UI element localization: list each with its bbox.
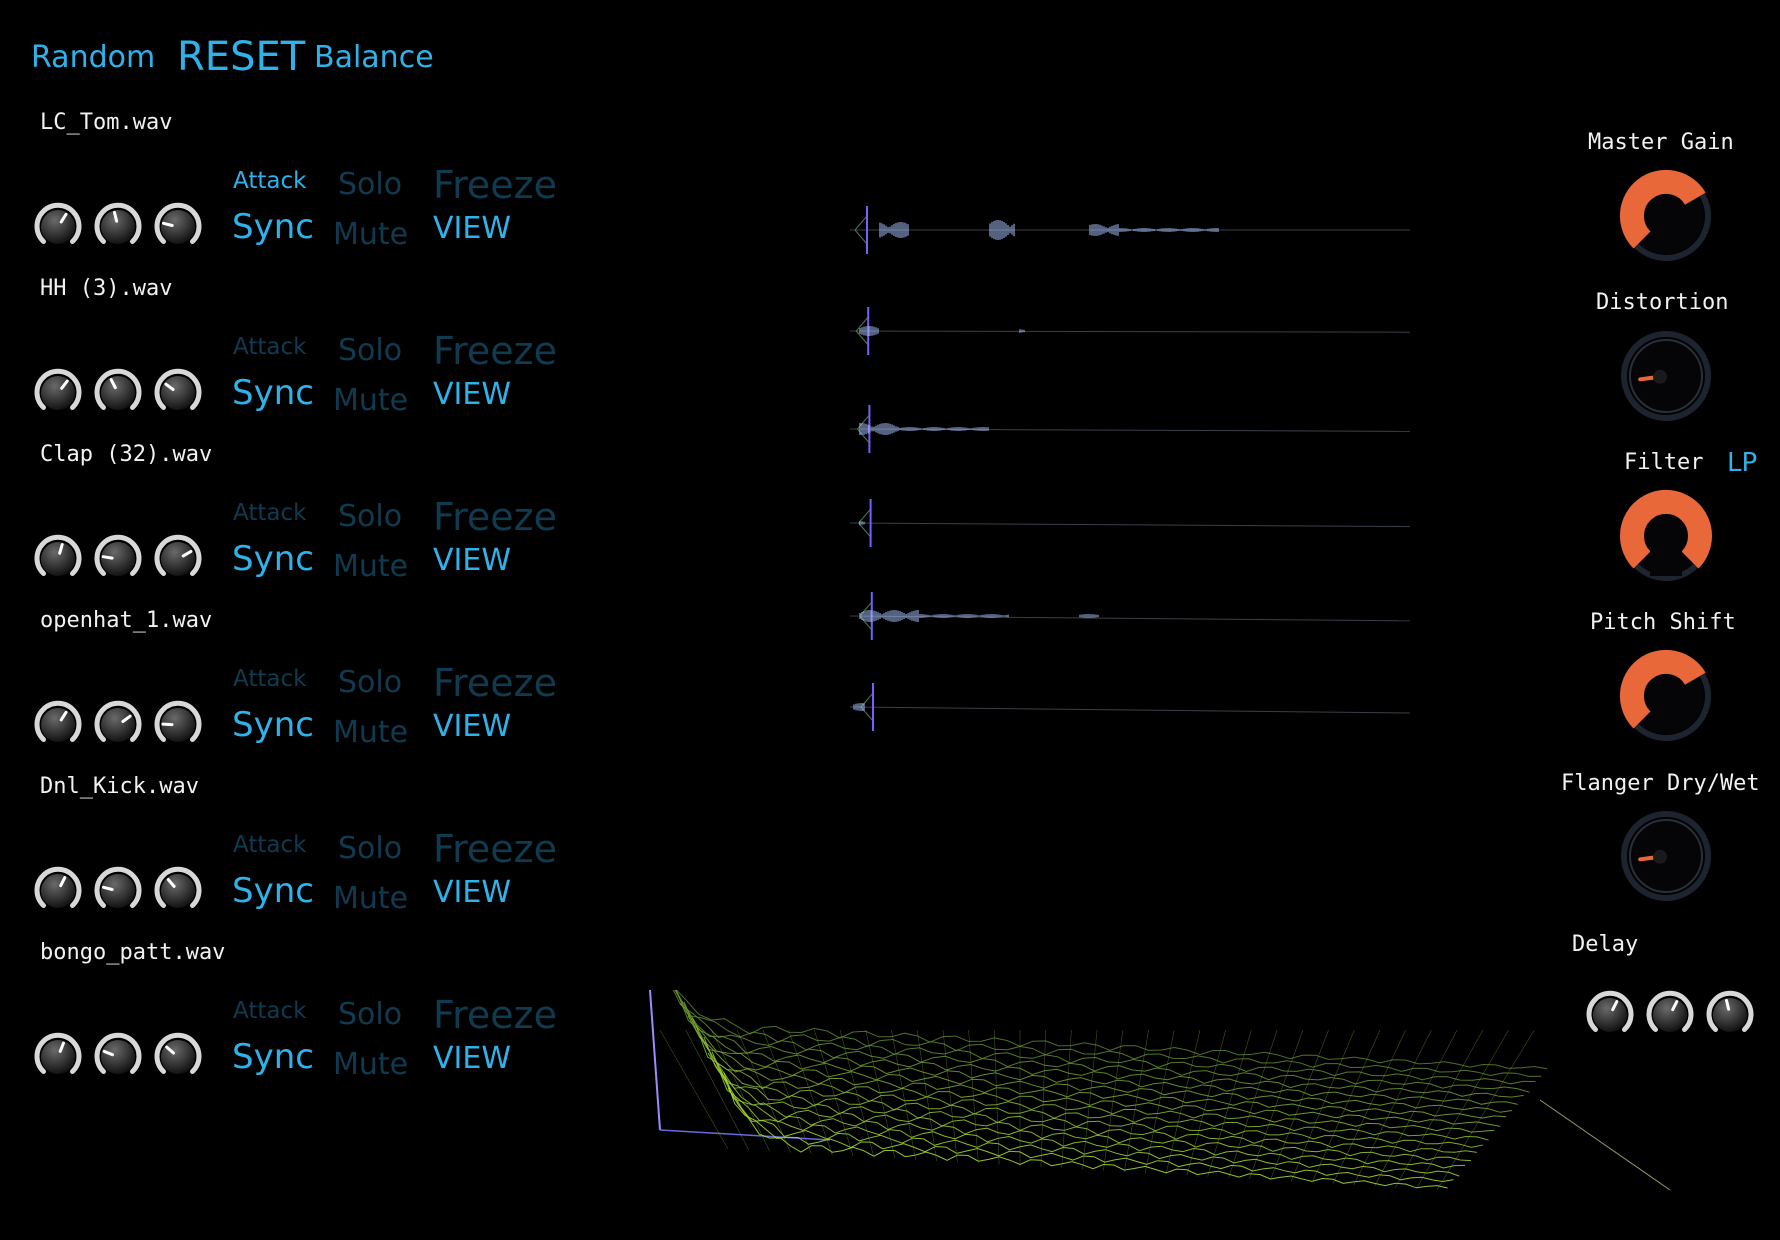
waveform-track	[849, 499, 1411, 547]
flanger-label: Flanger Dry/Wet	[1561, 771, 1760, 796]
attack-button[interactable]: Attack	[233, 998, 307, 1024]
track-filename: bongo_patt.wav	[40, 940, 226, 965]
track-knob-6-3[interactable]	[151, 1030, 205, 1084]
attack-button[interactable]: Attack	[233, 168, 307, 194]
filter-mode-button[interactable]: LP	[1727, 448, 1758, 478]
waveform-track	[849, 592, 1411, 640]
master-gain-knob[interactable]	[1618, 168, 1714, 264]
balance-button[interactable]: Balance	[314, 40, 434, 75]
solo-button[interactable]: Solo	[338, 831, 403, 866]
solo-button[interactable]: Solo	[338, 665, 403, 700]
track-knob-4-2[interactable]	[91, 698, 145, 752]
track-filename: HH (3).wav	[40, 276, 173, 301]
freeze-button[interactable]: Freeze	[433, 329, 557, 373]
attack-button[interactable]: Attack	[233, 832, 307, 858]
spectrum-display	[649, 990, 1671, 1191]
delay-knob-1[interactable]	[1583, 988, 1637, 1042]
view-button[interactable]: VIEW	[433, 875, 511, 910]
reset-button[interactable]: RESET	[177, 34, 306, 80]
track-filename: Clap (32).wav	[40, 442, 213, 467]
attack-button[interactable]: Attack	[233, 666, 307, 692]
sync-button[interactable]: Sync	[232, 1037, 314, 1077]
track-knob-5-3[interactable]	[151, 864, 205, 918]
track-knob-3-3[interactable]	[151, 532, 205, 586]
sync-button[interactable]: Sync	[232, 871, 314, 911]
delay-label: Delay	[1572, 932, 1639, 957]
delay-knob-2[interactable]	[1643, 988, 1697, 1042]
track-knob-1-2[interactable]	[91, 200, 145, 254]
track-knob-5-2[interactable]	[91, 864, 145, 918]
solo-button[interactable]: Solo	[338, 499, 403, 534]
waveform-track	[850, 206, 1410, 254]
view-button[interactable]: VIEW	[433, 211, 511, 246]
sync-button[interactable]: Sync	[232, 207, 314, 247]
solo-button[interactable]: Solo	[338, 997, 403, 1032]
mute-button[interactable]: Mute	[333, 217, 409, 252]
freeze-button[interactable]: Freeze	[433, 827, 557, 871]
waveform-track	[849, 307, 1411, 355]
track-knob-2-1[interactable]	[31, 366, 85, 420]
track-knob-4-3[interactable]	[151, 698, 205, 752]
waveform-display	[849, 206, 1411, 731]
sync-button[interactable]: Sync	[232, 705, 314, 745]
mute-button[interactable]: Mute	[333, 715, 409, 750]
mute-button[interactable]: Mute	[333, 549, 409, 584]
freeze-button[interactable]: Freeze	[433, 661, 557, 705]
track-knob-1-3[interactable]	[151, 200, 205, 254]
mute-button[interactable]: Mute	[333, 881, 409, 916]
sync-button[interactable]: Sync	[232, 539, 314, 579]
track-knob-4-1[interactable]	[31, 698, 85, 752]
track-knob-1-1[interactable]	[31, 200, 85, 254]
pitch-shift-knob[interactable]	[1618, 648, 1714, 744]
sync-button[interactable]: Sync	[232, 373, 314, 413]
distortion-label: Distortion	[1596, 290, 1729, 315]
track-filename: openhat_1.wav	[40, 608, 213, 633]
freeze-button[interactable]: Freeze	[433, 163, 557, 207]
view-button[interactable]: VIEW	[433, 709, 511, 744]
track-knob-3-2[interactable]	[91, 532, 145, 586]
mute-button[interactable]: Mute	[333, 1047, 409, 1082]
master-gain-label: Master Gain	[1588, 130, 1734, 155]
attack-button[interactable]: Attack	[233, 334, 307, 360]
waveform-track	[849, 683, 1411, 731]
flanger-knob[interactable]	[1618, 808, 1714, 904]
pitch-shift-label: Pitch Shift	[1590, 610, 1736, 635]
mute-button[interactable]: Mute	[333, 383, 409, 418]
solo-button[interactable]: Solo	[338, 333, 403, 368]
track-knob-6-1[interactable]	[31, 1030, 85, 1084]
track-knob-2-3[interactable]	[151, 366, 205, 420]
track-knob-5-1[interactable]	[31, 864, 85, 918]
freeze-button[interactable]: Freeze	[433, 993, 557, 1037]
view-button[interactable]: VIEW	[433, 1041, 511, 1076]
waveform-track	[849, 405, 1411, 453]
track-filename: Dnl_Kick.wav	[40, 774, 199, 799]
solo-button[interactable]: Solo	[338, 167, 403, 202]
attack-button[interactable]: Attack	[233, 500, 307, 526]
track-knob-2-2[interactable]	[91, 366, 145, 420]
view-button[interactable]: VIEW	[433, 543, 511, 578]
track-knob-6-2[interactable]	[91, 1030, 145, 1084]
view-button[interactable]: VIEW	[433, 377, 511, 412]
track-knob-3-1[interactable]	[31, 532, 85, 586]
track-filename: LC_Tom.wav	[40, 110, 173, 135]
distortion-knob[interactable]	[1618, 328, 1714, 424]
filter-label: Filter	[1624, 450, 1704, 475]
random-button[interactable]: Random	[31, 40, 156, 75]
freeze-button[interactable]: Freeze	[433, 495, 557, 539]
delay-knob-3[interactable]	[1703, 988, 1757, 1042]
filter-knob[interactable]	[1618, 488, 1714, 584]
